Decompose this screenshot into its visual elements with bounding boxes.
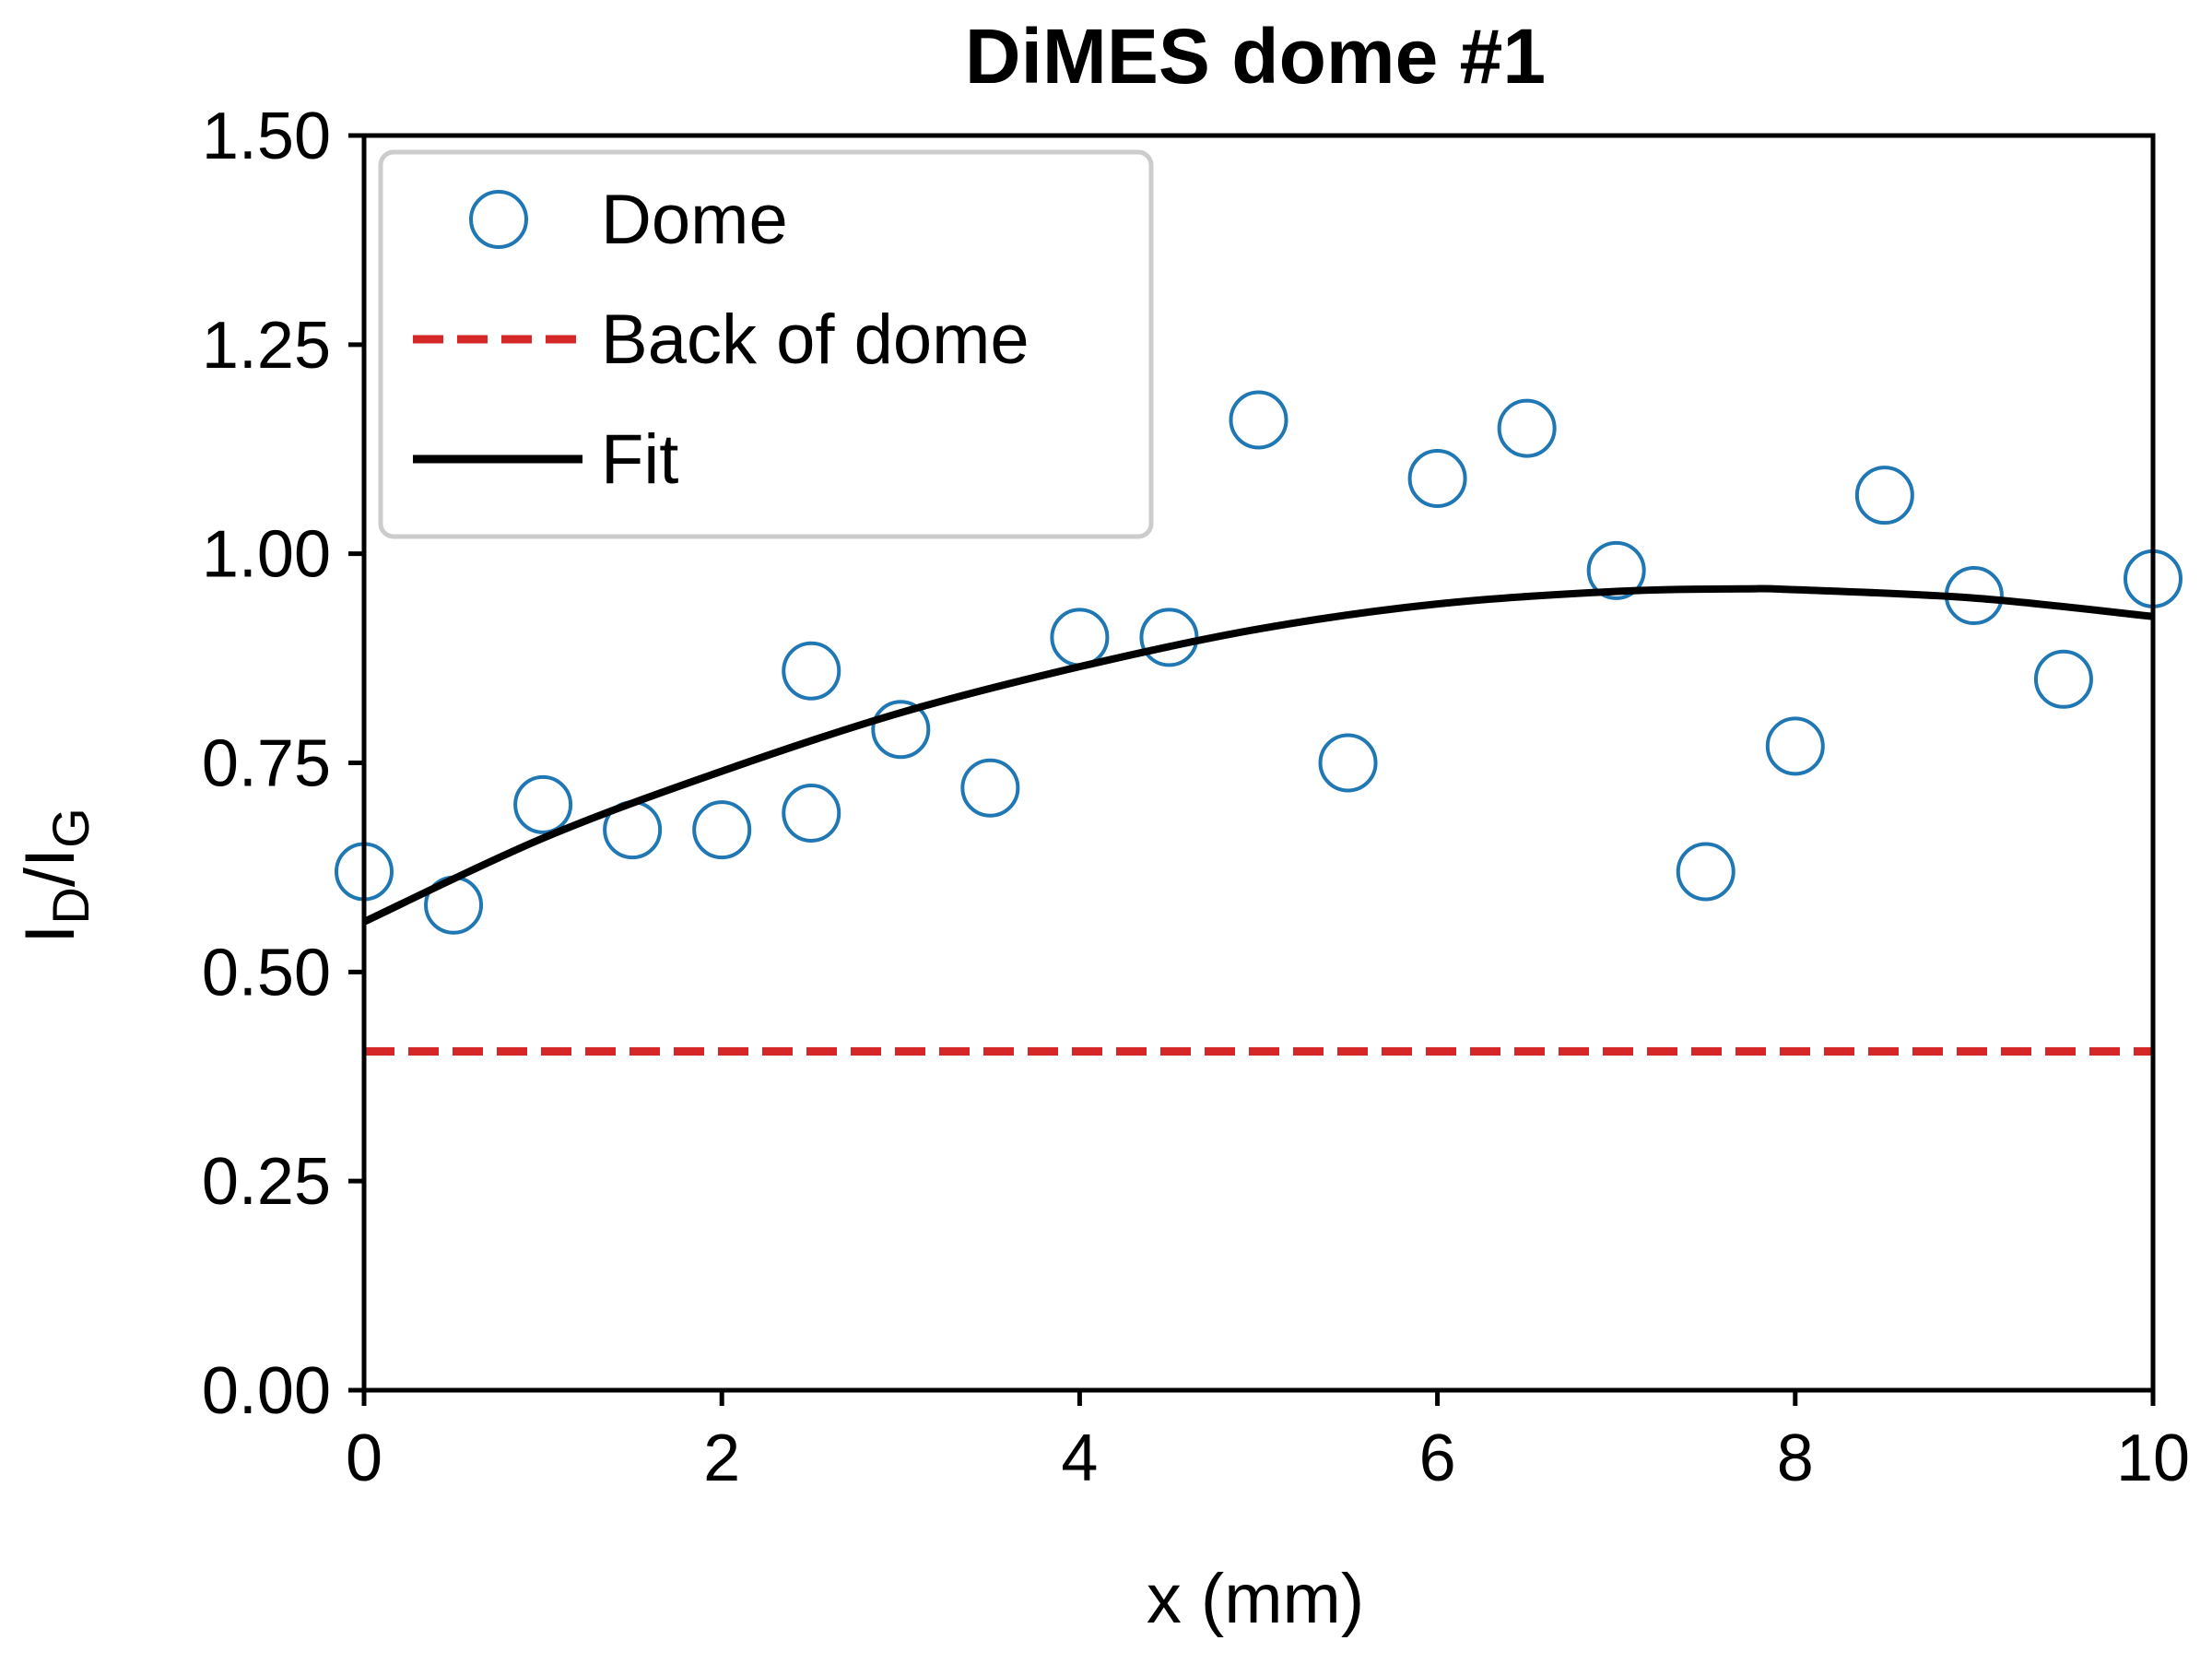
x-tick-label: 4 (1061, 1422, 1098, 1495)
y-axis-label-sep: /I (11, 848, 89, 887)
data-point (782, 641, 841, 701)
series-layer (335, 390, 2183, 1056)
x-tick-label: 2 (703, 1422, 740, 1495)
chart-title: DiMES dome #1 (965, 13, 1546, 100)
legend-label-fit: Fit (601, 420, 678, 499)
series-fit (364, 584, 2153, 926)
data-point (782, 783, 841, 843)
data-point (2033, 649, 2093, 709)
legend: Dome Back of dome Fit (378, 149, 1154, 539)
y-axis-label-sub1: D (41, 887, 100, 924)
y-axis-label-base: I (11, 925, 89, 944)
data-point (1497, 398, 1557, 458)
legend-label-back-of-dome: Back of dome (601, 301, 1030, 379)
y-tick-label: 1.50 (202, 100, 331, 173)
data-point (1586, 540, 1646, 600)
data-point (1765, 716, 1825, 776)
axes: 0 2 4 6 8 10 0.00 0.25 0.50 0.75 1.00 1.25 1.50 (202, 100, 2190, 1495)
x-tick-label: 6 (1419, 1422, 1456, 1495)
legend-frame (378, 149, 1154, 539)
data-point (1229, 390, 1288, 450)
y-axis-label-sub2: G (41, 808, 100, 848)
x-tick-label: 10 (2116, 1422, 2190, 1495)
data-point (1407, 449, 1467, 509)
data-point (960, 758, 1020, 818)
y-tick-label: 0.75 (202, 727, 331, 801)
data-point (1318, 733, 1378, 793)
y-axis-label-group: ID/IG (11, 808, 100, 943)
y-tick-label: 0.25 (202, 1145, 331, 1219)
data-point (871, 700, 931, 760)
legend-label-dome: Dome (601, 181, 788, 259)
data-point (1139, 608, 1199, 667)
y-tick-label: 0.50 (202, 936, 331, 1009)
data-point (1050, 608, 1110, 667)
legend-marker-dome (469, 190, 528, 249)
data-point (692, 800, 752, 860)
y-tick-label: 1.25 (202, 309, 331, 383)
y-tick-label: 0.00 (202, 1354, 331, 1428)
y-tick-label: 1.00 (202, 518, 331, 592)
y-axis-label: ID/IG (11, 808, 100, 943)
x-tick-label: 8 (1777, 1422, 1814, 1495)
x-axis-label: x (mm) (1147, 1560, 1364, 1638)
data-point (513, 774, 573, 834)
data-point (1854, 466, 1914, 525)
x-tick-label: 0 (346, 1422, 382, 1495)
data-point (1676, 842, 1735, 902)
